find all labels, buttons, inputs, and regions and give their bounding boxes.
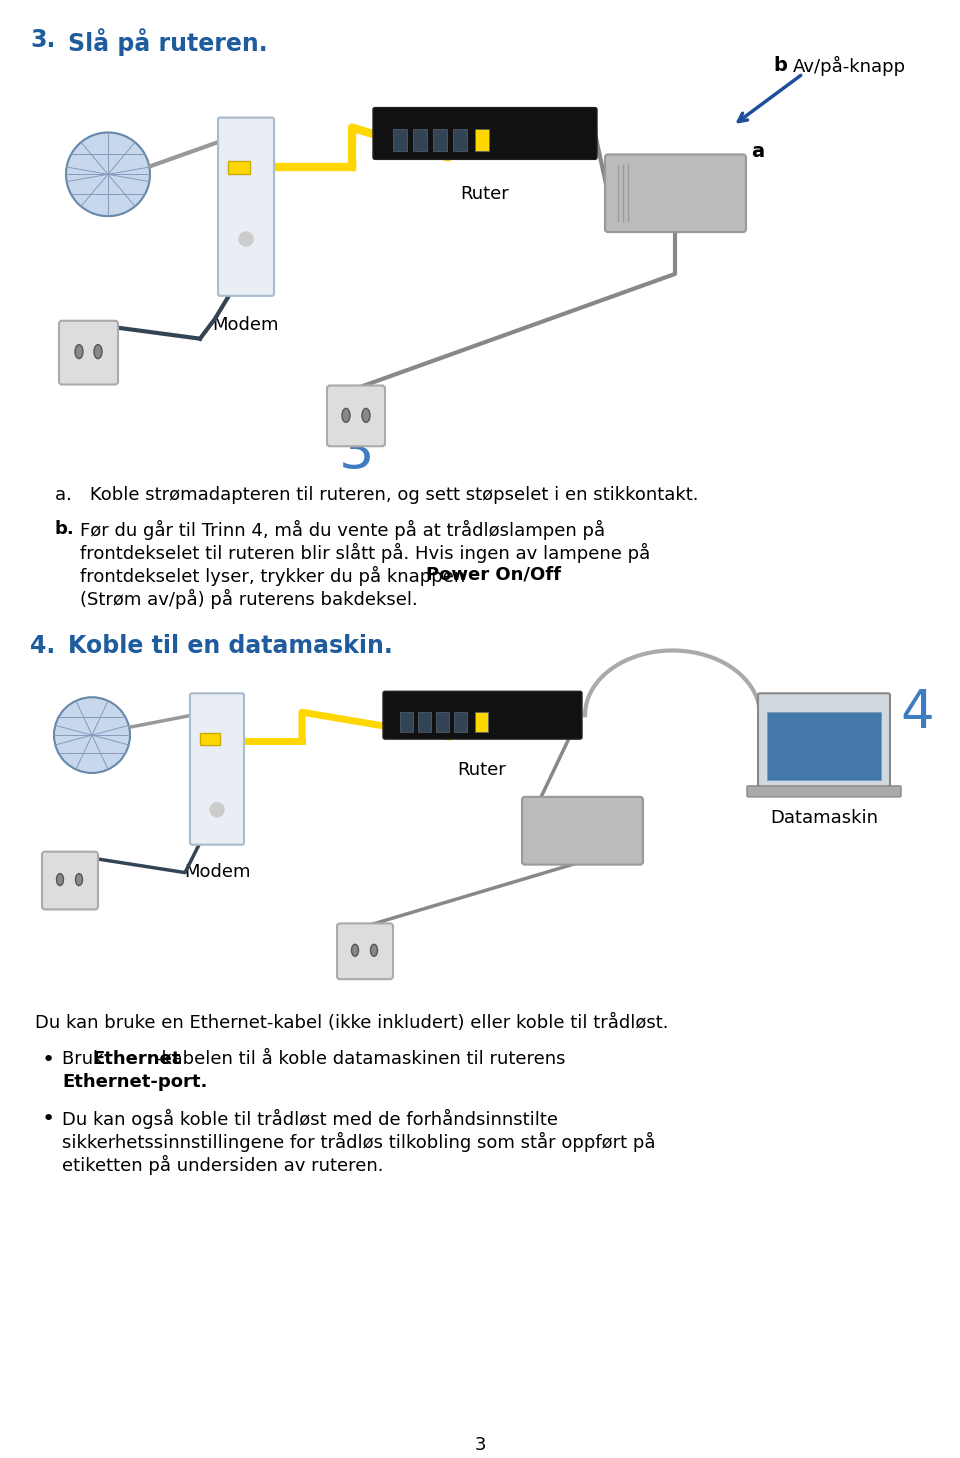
FancyBboxPatch shape	[190, 694, 244, 844]
Text: frontdekselet lyser, trykker du på knappen: frontdekselet lyser, trykker du på knapp…	[80, 566, 471, 586]
Ellipse shape	[94, 344, 102, 359]
FancyBboxPatch shape	[337, 923, 393, 980]
Bar	[393, 130, 407, 152]
Text: Ruter: Ruter	[461, 185, 510, 203]
Bar	[454, 712, 467, 732]
FancyBboxPatch shape	[373, 108, 597, 159]
Text: b.: b.	[55, 521, 75, 538]
Text: b: b	[773, 55, 787, 74]
FancyBboxPatch shape	[605, 155, 746, 232]
FancyBboxPatch shape	[522, 798, 643, 865]
Circle shape	[54, 697, 130, 773]
Text: a: a	[751, 143, 764, 162]
Bar	[475, 712, 488, 732]
Text: sikkerhetssinnstillingene for trådløs tilkobling som står oppført på: sikkerhetssinnstillingene for trådløs ti…	[62, 1131, 656, 1152]
Bar	[228, 162, 250, 175]
Bar	[767, 712, 881, 780]
Ellipse shape	[362, 408, 370, 423]
Bar	[436, 712, 449, 732]
Text: a. Koble strømadapteren til ruteren, og sett støpselet i en stikkontakt.: a. Koble strømadapteren til ruteren, og …	[55, 486, 699, 504]
Bar	[200, 733, 220, 745]
Text: etiketten på undersiden av ruteren.: etiketten på undersiden av ruteren.	[62, 1155, 383, 1175]
Text: Du kan også koble til trådløst med de forhåndsinnstilte: Du kan også koble til trådløst med de fo…	[62, 1108, 558, 1128]
FancyBboxPatch shape	[758, 694, 890, 789]
Bar	[418, 712, 431, 732]
Text: •: •	[42, 1108, 56, 1128]
FancyBboxPatch shape	[383, 691, 582, 739]
Text: Ethernet: Ethernet	[92, 1050, 180, 1067]
Text: 3: 3	[474, 1436, 486, 1455]
Ellipse shape	[57, 873, 63, 885]
Text: Datamaskin: Datamaskin	[770, 809, 878, 827]
Circle shape	[66, 133, 150, 216]
Ellipse shape	[351, 945, 358, 956]
Bar	[453, 130, 467, 152]
Text: Bruk: Bruk	[62, 1050, 109, 1067]
Bar	[413, 130, 427, 152]
FancyBboxPatch shape	[218, 118, 274, 296]
Text: Power On/Off: Power On/Off	[426, 566, 561, 583]
Bar	[400, 712, 413, 732]
Text: 4: 4	[900, 687, 934, 739]
Text: Modem: Modem	[213, 316, 279, 334]
Text: (Strøm av/på) på ruterens bakdeksel.: (Strøm av/på) på ruterens bakdeksel.	[80, 589, 418, 609]
Text: •: •	[42, 1050, 56, 1070]
Text: Før du går til Trinn 4, må du vente på at trådløslampen på: Før du går til Trinn 4, må du vente på a…	[80, 521, 605, 539]
FancyBboxPatch shape	[59, 321, 118, 385]
Text: -kabelen til å koble datamaskinen til ruterens: -kabelen til å koble datamaskinen til ru…	[155, 1050, 565, 1067]
Text: frontdekselet til ruteren blir slått på. Hvis ingen av lampene på: frontdekselet til ruteren blir slått på.…	[80, 542, 650, 563]
Text: Av/på-knapp: Av/på-knapp	[793, 55, 906, 76]
Text: 3.: 3.	[30, 28, 56, 52]
Text: Du kan bruke en Ethernet-kabel (ikke inkludert) eller koble til trådløst.: Du kan bruke en Ethernet-kabel (ikke ink…	[35, 1013, 668, 1032]
Text: Slå på ruteren.: Slå på ruteren.	[68, 28, 268, 55]
Text: 4.: 4.	[30, 634, 56, 658]
FancyBboxPatch shape	[747, 786, 901, 798]
Ellipse shape	[342, 408, 350, 423]
Text: Ethernet-port.: Ethernet-port.	[62, 1073, 207, 1091]
Text: Modem: Modem	[183, 863, 251, 881]
Text: 3: 3	[338, 426, 373, 480]
Text: Ruter: Ruter	[458, 761, 506, 779]
Ellipse shape	[371, 945, 377, 956]
Text: Koble til en datamaskin.: Koble til en datamaskin.	[68, 634, 393, 658]
Ellipse shape	[76, 873, 83, 885]
Bar	[433, 130, 447, 152]
FancyBboxPatch shape	[327, 385, 385, 446]
Circle shape	[210, 803, 224, 816]
FancyBboxPatch shape	[42, 851, 98, 910]
Ellipse shape	[75, 344, 83, 359]
Bar	[475, 130, 489, 152]
Circle shape	[239, 232, 253, 246]
